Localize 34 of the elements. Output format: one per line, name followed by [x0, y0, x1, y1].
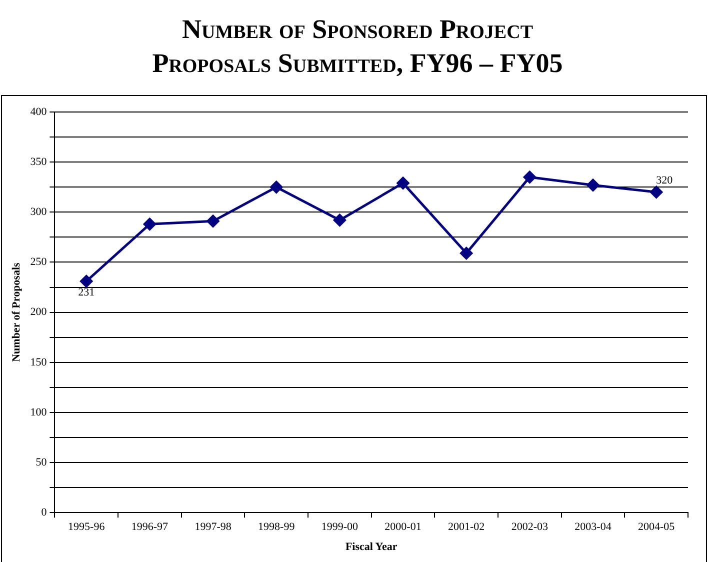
y-tick-label: 150 — [30, 356, 48, 368]
y-tick-label: 300 — [30, 206, 48, 218]
x-tick-label: 2004-05 — [638, 521, 676, 534]
x-tick-label: 2002-03 — [511, 521, 548, 534]
x-tick-label: 1997-98 — [194, 521, 232, 534]
point — [206, 214, 220, 228]
data-label: 320 — [656, 174, 674, 187]
point — [333, 214, 346, 226]
x-tick-label: 2003-04 — [574, 521, 612, 534]
point — [460, 246, 473, 260]
x-axis-title: Fiscal Year — [345, 541, 398, 554]
y-tick-label: 50 — [36, 456, 48, 468]
y-axis-title: Number of Proposals — [10, 262, 22, 362]
point — [650, 186, 663, 198]
point — [523, 170, 536, 184]
point — [586, 178, 600, 192]
y-tick-label: 100 — [30, 406, 48, 418]
x-tick-label: 1996-97 — [131, 521, 169, 534]
x-tick-label: 1995-96 — [68, 521, 106, 534]
y-tick-label: 250 — [30, 256, 48, 268]
data-label: 231 — [78, 286, 95, 299]
x-tick-label: 2000-01 — [384, 521, 422, 534]
x-tick-label: 1998-99 — [258, 521, 296, 534]
point — [143, 218, 156, 230]
chart-title: Number of Sponsored Project Proposals Submitted, FY96 – FY05 — [151, 13, 564, 80]
y-tick-label: 200 — [30, 306, 48, 318]
y-tick-label: 400 — [30, 106, 48, 118]
point — [396, 176, 410, 190]
y-tick-label: 350 — [30, 156, 48, 168]
x-tick-label: 2001-02 — [448, 521, 485, 534]
y-tick-label: 0 — [41, 506, 48, 518]
x-tick-label: 1999-00 — [321, 521, 359, 534]
point — [270, 180, 283, 194]
point — [80, 275, 93, 288]
